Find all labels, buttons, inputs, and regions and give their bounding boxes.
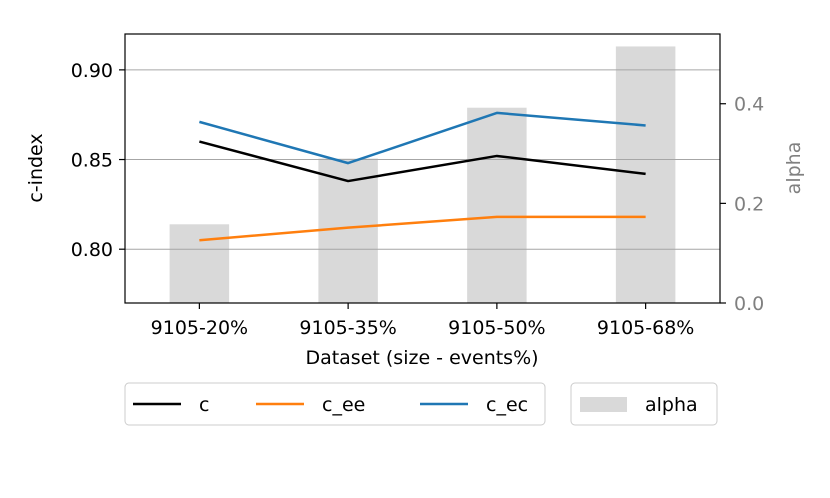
y2-tick-label-0-2: 0.2 bbox=[734, 193, 764, 215]
legend-alpha-label: alpha bbox=[645, 394, 698, 416]
series-lines bbox=[199, 111, 646, 242]
legend-bars: alpha bbox=[570, 382, 718, 426]
x-tick-label-9105-20: 9105-20% bbox=[151, 317, 248, 339]
axes: 0.80 0.85 0.90 0.0 0.2 0.4 9105-20% 9105-35% 910… bbox=[71, 60, 765, 339]
grid-lines bbox=[125, 69, 720, 250]
plot-frame bbox=[124, 33, 721, 304]
alpha-bars bbox=[169, 46, 676, 304]
x-tick-label-9105-68: 9105-68% bbox=[597, 317, 694, 339]
y2-tick-label-0-0: 0.0 bbox=[734, 293, 764, 315]
legend-lines: c c_ee c_ec bbox=[124, 382, 546, 426]
y-axis-label: c-index bbox=[25, 133, 47, 202]
alpha-bar-9105-35 bbox=[318, 158, 378, 303]
series-line-c-ee bbox=[199, 215, 646, 242]
y2-axis-label: alpha bbox=[783, 142, 805, 195]
alpha-bar-9105-20 bbox=[169, 224, 230, 303]
alpha-bar-9105-50 bbox=[467, 107, 527, 304]
legend-c-ee-label: c_ee bbox=[322, 394, 365, 416]
x-tick-label-9105-35: 9105-35% bbox=[299, 317, 396, 339]
y2-tick-label-0-4: 0.4 bbox=[734, 94, 764, 116]
legend-c-ec-label: c_ec bbox=[486, 394, 528, 416]
series-line-c-ec bbox=[199, 111, 646, 165]
y-tick-label-0-85: 0.85 bbox=[71, 150, 113, 172]
legend-c-label: c bbox=[199, 394, 209, 416]
y-tick-label-0-90: 0.90 bbox=[71, 60, 113, 82]
series-line-c bbox=[199, 140, 646, 183]
alpha-bar-9105-68 bbox=[615, 46, 676, 303]
y-tick-label-0-80: 0.80 bbox=[71, 239, 113, 261]
x-axis-label: Dataset (size - events%) bbox=[305, 347, 538, 369]
legend-bars-box bbox=[570, 382, 718, 426]
x-tick-label-9105-50: 9105-50% bbox=[448, 317, 545, 339]
legend-alpha-swatch bbox=[580, 397, 627, 412]
legend-lines-box bbox=[124, 382, 546, 426]
